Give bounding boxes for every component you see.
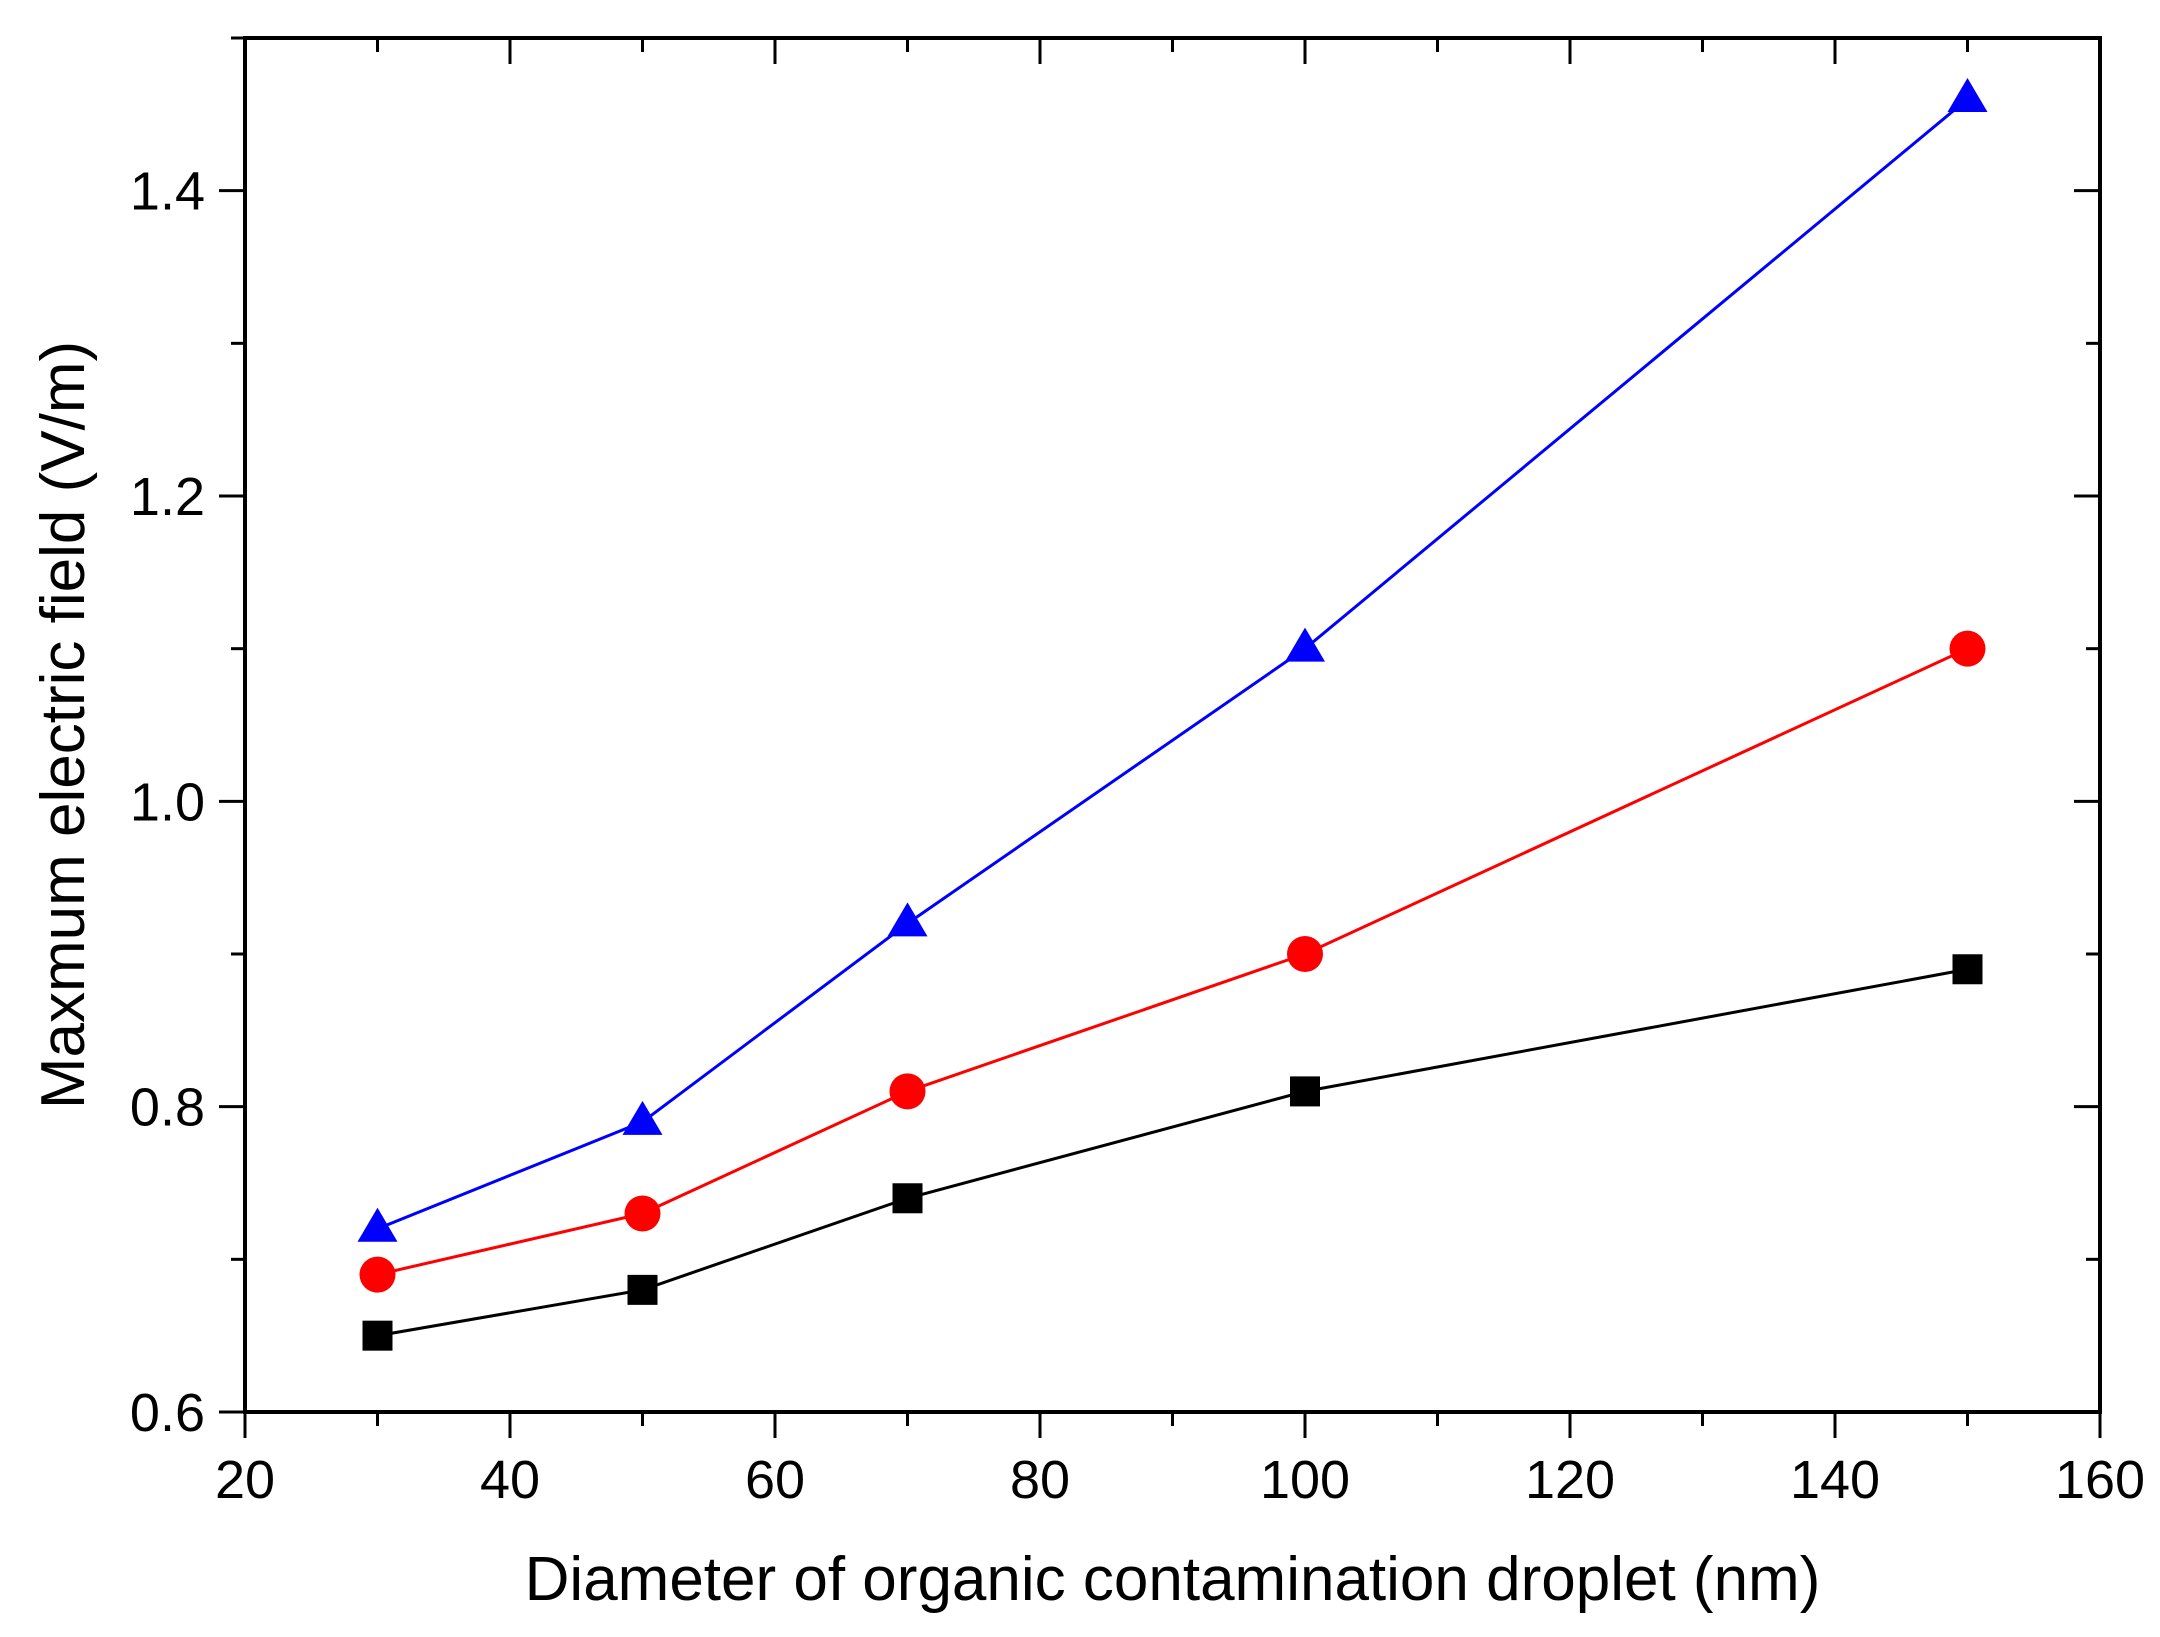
data-point-triangle	[357, 1207, 398, 1242]
tick-labels: 20 40 60 80 100 120 140 160 0.6 0.8 1.0 1.2 1.4	[130, 162, 2145, 1510]
data-point-circle	[1287, 936, 1323, 972]
data-point-square	[1952, 954, 1983, 985]
x-tick-label: 80	[1010, 1450, 1070, 1510]
data-point-square	[627, 1274, 658, 1305]
series-line	[376, 97, 1969, 1231]
data-point-circle	[889, 1073, 926, 1110]
data-point-circle	[359, 1256, 396, 1293]
series-triangle	[357, 77, 1988, 1242]
series-circle	[359, 630, 1986, 1293]
series-line	[377, 967, 1968, 1338]
y-tick-label: 0.8	[130, 1078, 205, 1138]
series-line	[377, 647, 1969, 1277]
data-point-triangle	[622, 1100, 663, 1135]
data-point-circle	[1949, 630, 1986, 667]
data-point-circle	[624, 1195, 661, 1232]
x-tick-label: 140	[1790, 1450, 1880, 1510]
data-point-triangle	[1947, 77, 1988, 112]
data-series	[357, 77, 1988, 1351]
x-tick-label: 100	[1260, 1450, 1350, 1510]
data-point-square	[892, 1183, 923, 1214]
x-tick-label: 20	[215, 1450, 275, 1510]
data-point-triangle	[887, 902, 928, 937]
y-axis-title: Maxmum electric field (V/m)	[29, 341, 98, 1109]
plot-frame	[243, 36, 2102, 1414]
axis-ticks	[219, 36, 2102, 1438]
series-square	[362, 954, 1983, 1351]
x-tick-label: 60	[745, 1450, 805, 1510]
y-tick-label: 0.6	[130, 1383, 205, 1443]
y-tick-label: 1.2	[130, 467, 205, 527]
data-point-triangle	[1285, 627, 1325, 662]
x-axis-title: Diameter of organic contamination drople…	[525, 1545, 1821, 1614]
data-point-square	[1290, 1076, 1320, 1107]
data-point-square	[362, 1320, 393, 1351]
x-tick-label: 120	[1525, 1450, 1615, 1510]
x-tick-label: 40	[480, 1450, 540, 1510]
y-tick-label: 1.0	[130, 772, 205, 832]
x-tick-label: 160	[2055, 1450, 2145, 1510]
y-tick-label: 1.4	[130, 162, 205, 222]
